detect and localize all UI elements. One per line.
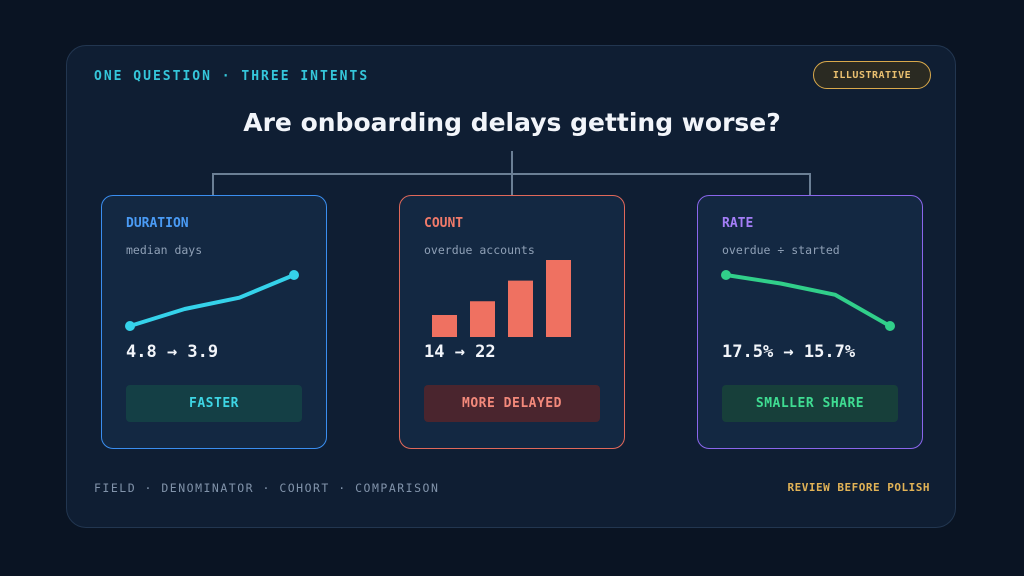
trend-line [724, 273, 892, 328]
count-bar [470, 301, 495, 337]
card-subtitle: overdue accounts [424, 243, 535, 257]
trend-line [128, 273, 296, 328]
eyebrow-label: ONE QUESTION · THREE INTENTS [94, 69, 370, 84]
card-title: RATE [722, 216, 754, 231]
verdict-badge: SMALLER SHARE [722, 385, 898, 422]
card-subtitle: median days [126, 243, 203, 257]
question-title: Are onboarding delays getting worse? [243, 108, 781, 137]
card-duration: DURATION median days 4.8 → 3.9 FASTER [101, 195, 327, 449]
trend-end-point [289, 270, 299, 280]
rate-trend-chart [721, 270, 895, 331]
card-title: COUNT [424, 216, 464, 231]
count-bar-chart [432, 260, 571, 337]
card-rate: RATE overdue ÷ started 17.5% → 15.7% SMA… [697, 195, 923, 449]
trend-start-point [125, 321, 135, 331]
card-count: COUNT overdue accounts 14 → 22 MORE DELA… [399, 195, 625, 449]
card-value: 4.8 → 3.9 [126, 342, 219, 362]
illustrative-tag: ILLUSTRATIVE [813, 61, 931, 89]
card-subtitle: overdue ÷ started [722, 243, 840, 257]
count-bar [546, 260, 571, 337]
footer-note: REVIEW BEFORE POLISH [787, 481, 930, 494]
card-value: 17.5% → 15.7% [722, 342, 856, 362]
footer-checklist: FIELD · DENOMINATOR · COHORT · COMPARISO… [94, 481, 440, 495]
card-title: DURATION [126, 216, 189, 231]
trend-start-point [721, 270, 731, 280]
trend-end-point [885, 321, 895, 331]
verdict-badge: FASTER [126, 385, 302, 422]
duration-trend-chart [125, 270, 299, 331]
verdict-badge: MORE DELAYED [424, 385, 600, 422]
count-bar [508, 280, 533, 337]
card-value: 14 → 22 [424, 342, 496, 362]
count-bar [432, 315, 457, 337]
